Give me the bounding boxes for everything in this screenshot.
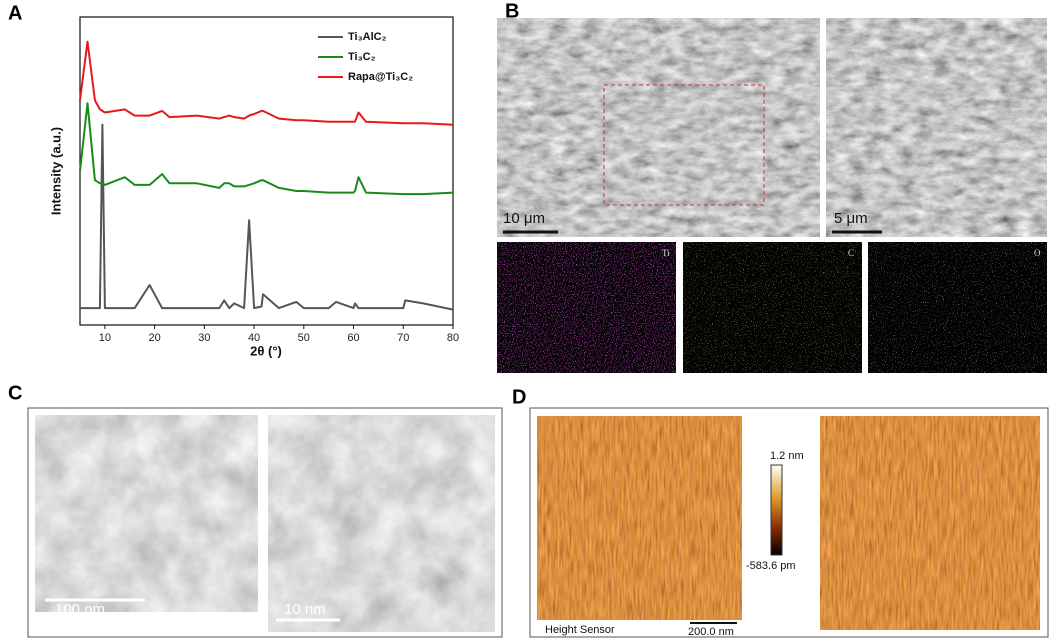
eds-label: C bbox=[848, 248, 854, 258]
afm-image bbox=[537, 416, 742, 620]
legend-label: Rapa@Ti₃C₂ bbox=[348, 71, 413, 83]
panel-label: C bbox=[8, 382, 22, 404]
eds-label: Ti bbox=[662, 248, 670, 258]
eds-dots bbox=[868, 242, 1047, 373]
colorbar-max: 1.2 nm bbox=[770, 450, 804, 462]
x-tick-label: 40 bbox=[248, 332, 260, 344]
x-tick-label: 20 bbox=[148, 332, 160, 344]
panel-b: B 10 μm 5 μm Ti C O bbox=[497, 0, 1047, 373]
eds-label: O bbox=[1034, 248, 1041, 258]
series-line bbox=[79, 40, 454, 126]
colorbar bbox=[770, 464, 783, 556]
panel-label: A bbox=[8, 2, 22, 24]
sem-image bbox=[826, 18, 1047, 237]
channel-label: Height Sensor bbox=[545, 624, 615, 636]
x-axis-label: 2θ (°) bbox=[250, 343, 282, 358]
panel-frame bbox=[529, 407, 1049, 638]
y-axis-label: Intensity (a.u.) bbox=[48, 127, 63, 215]
zoom-box bbox=[603, 84, 765, 206]
legend-label: Ti₃C₂ bbox=[348, 51, 376, 63]
x-tick-label: 60 bbox=[347, 332, 359, 344]
legend-label: Ti₃AlC₂ bbox=[348, 31, 387, 43]
x-tick-label: 70 bbox=[397, 332, 409, 344]
panel-c: C 100 nm 10 nm bbox=[8, 382, 503, 638]
xrd-chart: A 2θ (°) Intensity (a.u.) 10 20 30 40 50 60 70… bbox=[8, 2, 459, 358]
series-line bbox=[79, 102, 454, 196]
eds-dots bbox=[683, 242, 862, 373]
x-tick-label: 10 bbox=[99, 332, 111, 344]
scale-text: 10 μm bbox=[503, 210, 545, 227]
plot-frame bbox=[79, 16, 454, 326]
x-tick-label: 80 bbox=[447, 332, 459, 344]
eds-dots bbox=[497, 242, 676, 373]
scale-text: 100 nm bbox=[55, 601, 105, 618]
scale-text: 5 μm bbox=[834, 210, 868, 227]
afm-image bbox=[820, 416, 1040, 630]
panel-label: B bbox=[505, 0, 519, 22]
panel-d: D 1.2 nm -583.6 pm Height Sensor 200.0 n… bbox=[512, 386, 1049, 638]
tem-image bbox=[35, 415, 258, 612]
scale-text: 10 nm bbox=[284, 601, 326, 618]
panel-label: D bbox=[512, 386, 526, 408]
colorbar-min: -583.6 pm bbox=[746, 560, 796, 572]
series-line bbox=[80, 123, 454, 311]
x-tick-label: 30 bbox=[198, 332, 210, 344]
panel-frame bbox=[27, 407, 503, 638]
x-tick-label: 50 bbox=[298, 332, 310, 344]
scale-text: 200.0 nm bbox=[688, 626, 734, 638]
sem-image bbox=[497, 18, 820, 237]
hrtem-image bbox=[268, 415, 495, 632]
